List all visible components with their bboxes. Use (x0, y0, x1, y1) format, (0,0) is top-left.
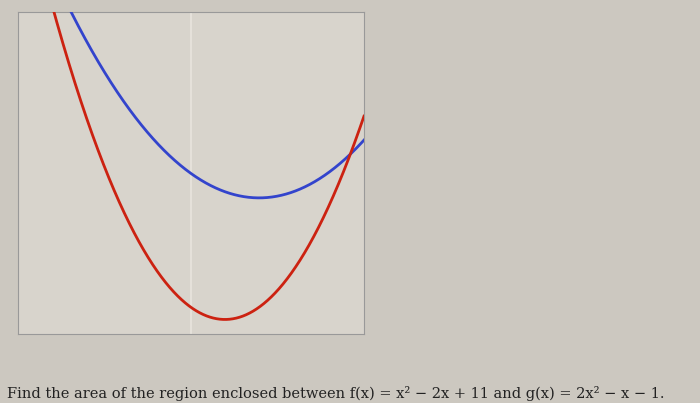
Text: Find the area of the region enclosed between f(x) = x² − 2x + 11 and g(x) = 2x² : Find the area of the region enclosed bet… (7, 386, 664, 401)
